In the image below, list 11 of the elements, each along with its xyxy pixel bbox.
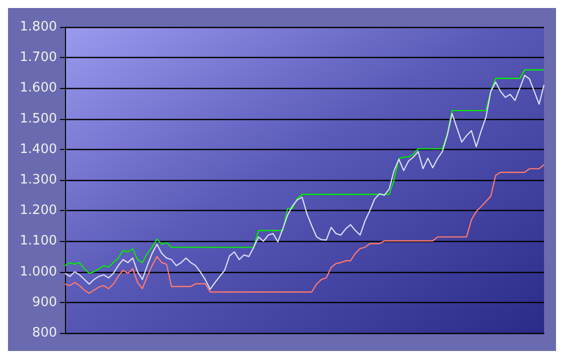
y-tick-label: 1.800 xyxy=(20,20,57,34)
y-tick-label: 1.400 xyxy=(20,142,57,157)
y-tick-label: 1.500 xyxy=(20,111,57,126)
y-tick-label: 1.300 xyxy=(20,172,57,188)
y-tick-label: 1.700 xyxy=(20,50,57,66)
y-tick-label: 800 xyxy=(32,326,57,340)
y-tick-label: 900 xyxy=(32,294,57,310)
y-tick-label: 1.000 xyxy=(20,264,57,280)
y-tick-label: 1.600 xyxy=(20,80,57,96)
y-tick-label: 1.100 xyxy=(20,234,57,249)
y-tick-label: 1.200 xyxy=(20,203,57,218)
